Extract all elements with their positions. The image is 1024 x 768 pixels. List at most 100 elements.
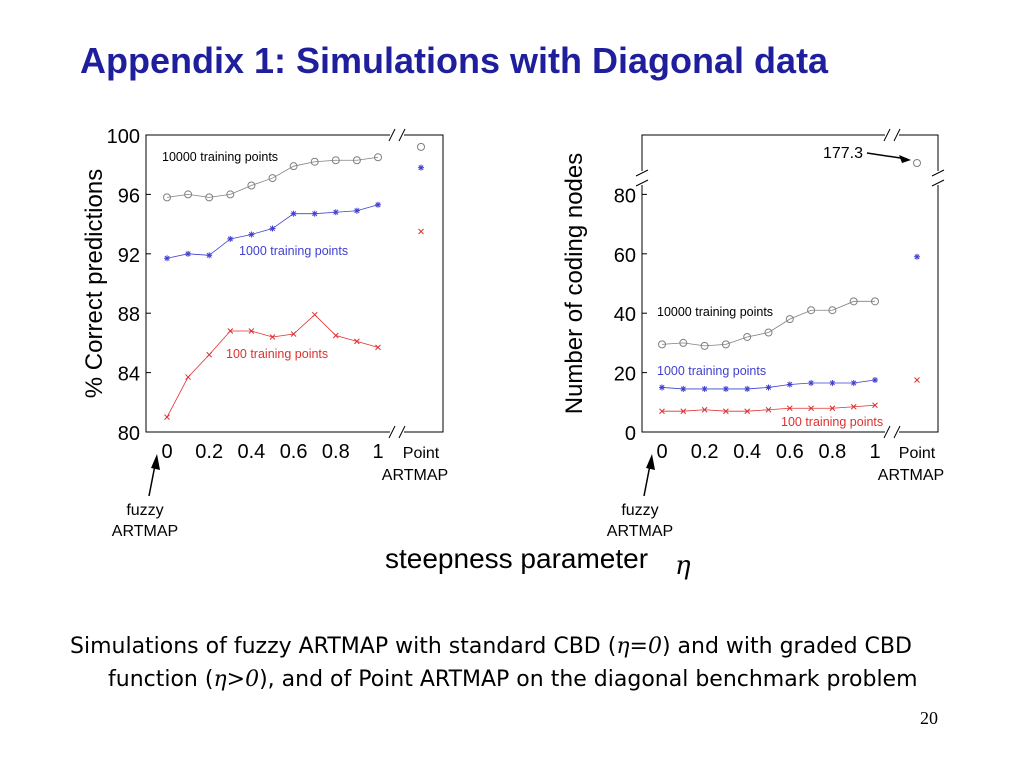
- data-point-stroke-d: [702, 386, 708, 392]
- data-point: [331, 156, 340, 165]
- data-point: [680, 385, 687, 392]
- data-point: [786, 381, 793, 388]
- data-point: [248, 231, 255, 238]
- data-point: [808, 405, 814, 412]
- y-tick-label: 60: [614, 245, 636, 267]
- data-point: [850, 379, 857, 386]
- shared-xlabel-area: steepness parameter η: [385, 543, 691, 581]
- point-artmap-point-stroke-d: [914, 254, 920, 260]
- data-point-stroke-b: [808, 405, 814, 412]
- axis-break-gap-right: [936, 171, 940, 185]
- data-point: [765, 384, 772, 391]
- side-break-mark-b-1: [931, 179, 945, 187]
- data-point-stroke-d: [872, 377, 878, 383]
- data-point-stroke-d: [808, 380, 814, 386]
- y-tick-label: 84: [118, 364, 140, 386]
- data-point: [248, 328, 255, 334]
- data-point: [269, 225, 276, 232]
- data-point-stroke-b: [185, 374, 191, 380]
- data-point: [744, 385, 751, 392]
- x-tick-label-point: Point: [899, 445, 936, 462]
- data-point-stroke-b: [872, 402, 878, 409]
- data-point: [722, 385, 729, 392]
- y-tick-label: 40: [614, 304, 636, 326]
- data-point: [679, 338, 688, 347]
- data-point: [744, 408, 751, 415]
- series-0: 10000 training points: [162, 142, 425, 202]
- axis-break-mark-b-1: [893, 425, 901, 439]
- x-tick-label: 0.4: [733, 441, 761, 463]
- data-point-stroke-b: [248, 328, 255, 334]
- data-point-stroke-b: [659, 408, 665, 415]
- series-2: 100 training points: [659, 377, 920, 429]
- data-point: [764, 328, 773, 337]
- data-point: [332, 209, 339, 216]
- point-artmap-point: [914, 377, 920, 383]
- annotation-arrow-head: [899, 155, 911, 163]
- data-point-stroke-b: [164, 414, 170, 421]
- series-label: 100 training points: [226, 347, 328, 361]
- data-point: [658, 340, 666, 349]
- fuzzy-arrow-head: [151, 454, 160, 470]
- x-tick-label: 1: [372, 441, 383, 463]
- data-point: [268, 174, 277, 183]
- data-point-stroke-d: [659, 384, 665, 391]
- slide-title: Appendix 1: Simulations with Diagonal da…: [80, 40, 829, 81]
- point-artmap-point: [418, 164, 424, 171]
- data-point-stroke-b: [701, 406, 708, 413]
- point-artmap-point-stroke-b: [418, 228, 424, 235]
- x-tick-label-point: Point: [403, 445, 440, 462]
- axis-break-mark-a-0: [883, 128, 891, 142]
- data-point: [849, 297, 858, 306]
- fuzzy-arrow-head: [646, 454, 655, 470]
- axis-break-mark-b-1: [398, 425, 406, 439]
- data-point: [829, 405, 836, 412]
- data-point: [785, 315, 794, 324]
- y-axis-label: Number of coding nodes: [561, 153, 588, 415]
- data-point-stroke-d: [269, 226, 276, 232]
- x-tick-label-artmap: ARTMAP: [382, 467, 448, 484]
- axis-break-mark-a-0: [388, 128, 396, 142]
- page-number: 20: [920, 708, 938, 728]
- data-point: [227, 328, 234, 334]
- data-point: [680, 408, 687, 415]
- point-artmap-point: [418, 228, 424, 235]
- data-point: [163, 193, 171, 202]
- data-point-stroke-d: [680, 386, 686, 392]
- plot-frame: [641, 134, 939, 433]
- data-point-stroke-d: [829, 380, 835, 386]
- data-point: [701, 406, 708, 413]
- fuzzy-label: fuzzy: [126, 502, 163, 519]
- x-tick-label: 0.2: [691, 441, 719, 463]
- series-label: 100 training points: [781, 415, 883, 429]
- axis-break-gap-left: [640, 171, 644, 185]
- data-point: [786, 405, 793, 412]
- data-point-stroke-b: [850, 403, 857, 410]
- data-point: [659, 384, 665, 391]
- series-label: 1000 training points: [239, 244, 348, 258]
- chart-correct-predictions: 80 84 88 92 96 100 0 0.2 0.4 0.6 0.8 1 Point ARTMAP fu…: [81, 126, 448, 540]
- data-point-stroke-d: [375, 202, 381, 208]
- plot-frame: [145, 134, 444, 433]
- data-point: [311, 210, 318, 217]
- y-tick-label: 96: [118, 185, 140, 207]
- series-label: 10000 training points: [162, 150, 278, 164]
- x-tick-label: 0: [161, 441, 172, 463]
- data-point: [269, 334, 276, 340]
- data-point-stroke-b: [290, 331, 297, 337]
- data-point: [871, 297, 879, 306]
- fuzzy-label: fuzzy: [621, 502, 658, 519]
- data-point: [701, 385, 708, 392]
- annotation-label: 177.3: [823, 145, 863, 162]
- x-tick-label: 0: [656, 441, 667, 463]
- data-point-stroke-d: [291, 211, 297, 217]
- point-artmap-point-stroke-d: [418, 165, 424, 171]
- axis-break-mark-a-1: [388, 425, 396, 439]
- data-point-stroke-b: [829, 405, 836, 412]
- data-point: [227, 235, 234, 242]
- series-line: [661, 300, 875, 347]
- y-axis-label: % Correct predictions: [81, 169, 108, 398]
- data-point: [721, 340, 730, 349]
- axis-break-gap-bottom: [390, 430, 404, 434]
- data-point: [375, 344, 381, 351]
